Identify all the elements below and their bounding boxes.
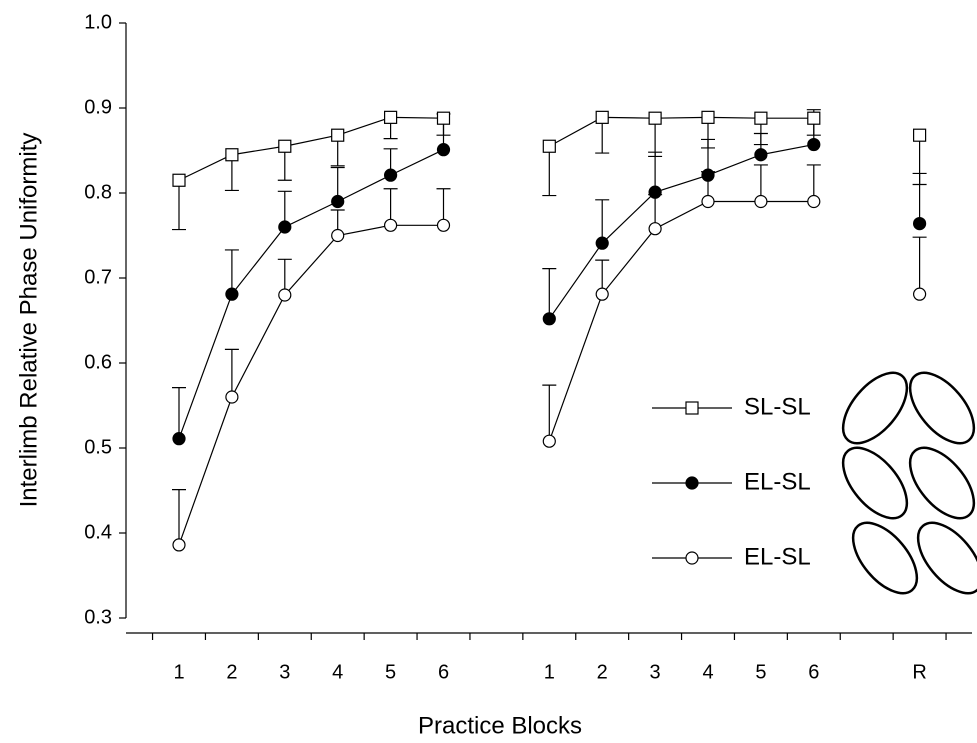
data-point [754,194,768,209]
x-tick-label: 5 [755,661,766,683]
data-point [807,194,821,209]
data-point [172,173,186,187]
data-point [595,236,609,250]
data-point [436,111,451,125]
legend-label: EL-SL [744,543,811,570]
x-tick-label: 4 [702,661,713,683]
error-bar [172,387,186,439]
x-tick-label: 3 [279,661,290,683]
data-point [542,312,556,326]
y-axis-label: Interlimb Relative Phase Uniformity [15,133,42,508]
data-point [384,110,398,124]
error-bar [542,268,557,319]
data-point [648,222,662,236]
y-tick-label: 1.0 [84,11,112,33]
x-tick-label: 5 [385,661,396,683]
error-bar [224,249,239,295]
legend-marker [685,476,699,490]
data-point [384,168,398,182]
legend-label: SL-SL [744,393,811,420]
error-bar [542,146,557,197]
x-tick-label: 6 [808,661,819,683]
y-tick-label: 0.6 [84,351,112,373]
data-point [701,194,715,209]
error-bar [224,348,239,397]
error-bar [648,151,663,193]
x-tick-label: 2 [226,661,237,683]
data-point [807,111,821,125]
data-point [278,139,292,153]
data-point [701,168,715,182]
x-axis-label: Practice Blocks [418,712,582,739]
data-point [225,390,239,404]
data-point [331,228,345,243]
error-bar [912,172,927,224]
data-point [595,110,609,124]
data-point [278,220,292,234]
data-point [331,128,345,142]
data-point [331,194,345,209]
data-point [701,110,715,124]
legend-label: EL-SL [744,468,811,495]
data-point [172,538,186,552]
y-tick-label: 0.4 [84,521,112,543]
data-point [384,218,398,232]
y-tick-label: 0.8 [84,181,112,203]
x-tick-label: 4 [332,661,343,683]
data-point [754,148,768,162]
data-point [225,287,239,301]
x-tick-label: 3 [650,661,661,683]
legend-marker [685,401,699,415]
error-bar [542,384,557,442]
data-point [648,111,662,125]
data-point [648,185,662,199]
x-tick-label: 6 [438,661,449,683]
legend-marker [685,551,699,565]
data-point [542,139,556,153]
y-tick-label: 0.9 [84,96,112,118]
error-bar [912,236,927,295]
data-point [436,218,451,232]
error-bar [172,489,186,545]
data-point [912,217,927,231]
data-point [225,148,239,162]
data-point [595,287,609,301]
legend-icons [841,371,977,595]
data-point [172,432,186,446]
x-tick-label: 2 [597,661,608,683]
y-tick-label: 0.5 [84,436,112,458]
x-tick-label: R [912,661,926,683]
data-point [278,288,292,302]
data-point [807,137,821,152]
data-point [754,111,768,125]
data-point [912,287,927,301]
x-tick-label: 1 [544,661,555,683]
y-tick-label: 0.3 [84,606,112,628]
error-bar [595,199,610,244]
x-tick-label: 1 [173,661,184,683]
data-point [542,434,556,448]
error-bar [172,180,186,231]
data-point [912,128,927,142]
y-tick-label: 0.7 [84,266,112,288]
data-point [436,143,451,157]
